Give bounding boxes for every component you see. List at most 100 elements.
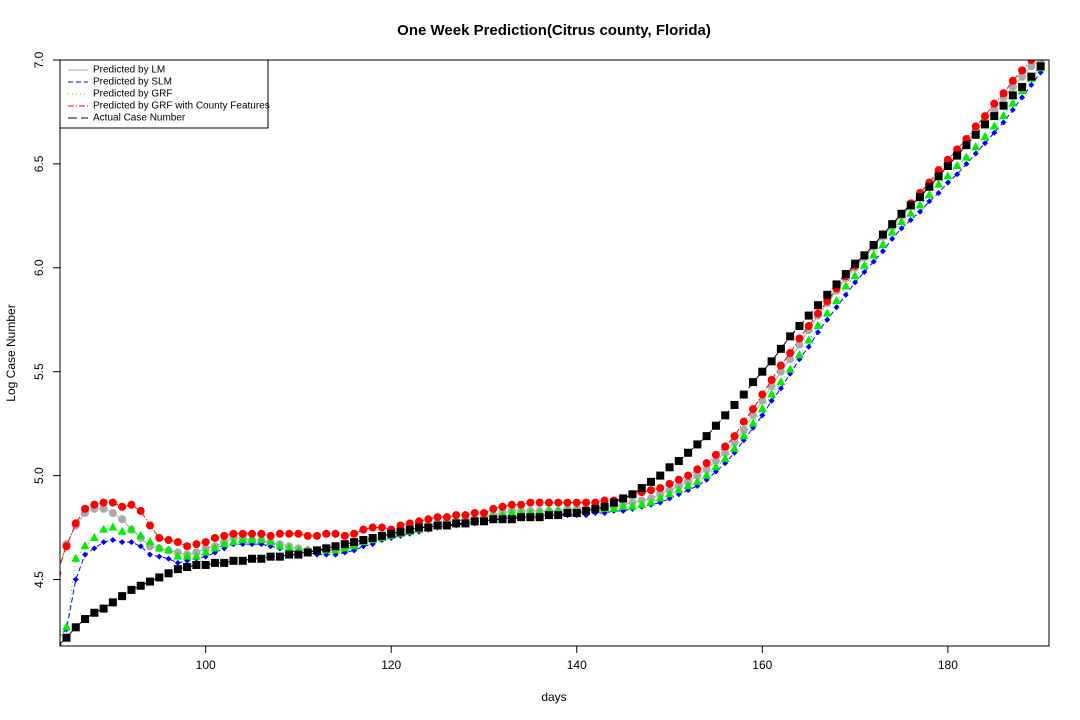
point xyxy=(183,542,192,551)
point xyxy=(359,525,368,534)
point xyxy=(303,548,312,557)
point xyxy=(980,120,989,129)
point xyxy=(943,161,952,170)
point xyxy=(684,471,693,480)
point xyxy=(229,556,238,565)
point xyxy=(582,506,591,515)
point xyxy=(99,604,108,613)
point xyxy=(989,121,999,130)
point xyxy=(479,517,488,526)
point xyxy=(229,529,238,538)
point xyxy=(618,501,628,510)
point xyxy=(907,217,914,224)
point xyxy=(433,521,442,530)
point xyxy=(368,533,377,542)
point xyxy=(220,558,229,567)
point xyxy=(600,496,609,505)
point xyxy=(62,633,71,642)
point xyxy=(860,251,869,260)
point xyxy=(794,350,804,359)
point xyxy=(786,355,795,364)
point xyxy=(804,335,814,344)
point xyxy=(646,477,655,486)
point xyxy=(990,99,999,108)
point xyxy=(191,551,201,560)
point xyxy=(359,536,368,545)
point xyxy=(90,608,99,617)
point xyxy=(137,543,144,550)
point xyxy=(804,311,813,320)
point xyxy=(507,500,516,509)
point xyxy=(999,89,1008,98)
point xyxy=(377,523,386,532)
point xyxy=(71,553,81,562)
point xyxy=(156,553,163,560)
point xyxy=(470,517,479,526)
point xyxy=(108,509,117,518)
point xyxy=(655,493,665,502)
point xyxy=(517,513,526,522)
point xyxy=(925,182,934,191)
point xyxy=(554,511,563,520)
point xyxy=(461,519,470,528)
point xyxy=(814,329,821,336)
point xyxy=(850,271,860,280)
legend-label: Predicted by SLM xyxy=(93,77,172,88)
point xyxy=(758,390,767,399)
point xyxy=(415,523,424,532)
y-axis-label: Log Case Number xyxy=(4,304,18,401)
point xyxy=(693,440,702,449)
plot-frame xyxy=(59,59,1050,647)
point xyxy=(795,340,804,349)
legend-label: Predicted by GRF with County Features xyxy=(93,101,270,112)
point xyxy=(963,160,970,167)
point xyxy=(238,529,247,538)
point xyxy=(674,475,683,484)
point xyxy=(785,364,795,373)
point xyxy=(786,332,795,341)
point xyxy=(813,309,822,318)
point xyxy=(934,166,943,175)
point xyxy=(628,490,637,499)
point xyxy=(405,525,414,534)
point xyxy=(934,172,943,181)
point xyxy=(489,504,498,513)
point xyxy=(767,376,776,385)
point xyxy=(145,521,154,530)
point xyxy=(924,190,934,199)
point xyxy=(980,131,990,140)
point xyxy=(535,513,544,522)
point xyxy=(201,538,210,547)
point xyxy=(971,130,980,139)
point xyxy=(257,529,266,538)
point xyxy=(100,539,107,546)
point xyxy=(136,581,145,590)
point xyxy=(721,411,730,420)
point xyxy=(934,179,944,188)
point xyxy=(526,513,535,522)
point xyxy=(479,509,488,518)
point xyxy=(350,529,359,538)
point xyxy=(971,122,980,131)
point xyxy=(702,432,711,441)
point xyxy=(154,543,164,552)
point xyxy=(119,539,126,546)
point xyxy=(173,551,183,560)
point xyxy=(749,405,758,414)
point xyxy=(489,515,498,524)
point xyxy=(757,404,767,413)
point xyxy=(730,400,739,409)
point xyxy=(507,508,517,517)
point xyxy=(173,538,182,547)
point xyxy=(999,111,1009,120)
point xyxy=(535,498,544,507)
point xyxy=(136,506,145,515)
point xyxy=(1008,76,1017,85)
point xyxy=(693,465,702,474)
point xyxy=(684,448,693,457)
point xyxy=(60,642,62,646)
point xyxy=(72,576,79,583)
point xyxy=(804,321,813,330)
point xyxy=(888,220,897,229)
point xyxy=(442,521,451,530)
